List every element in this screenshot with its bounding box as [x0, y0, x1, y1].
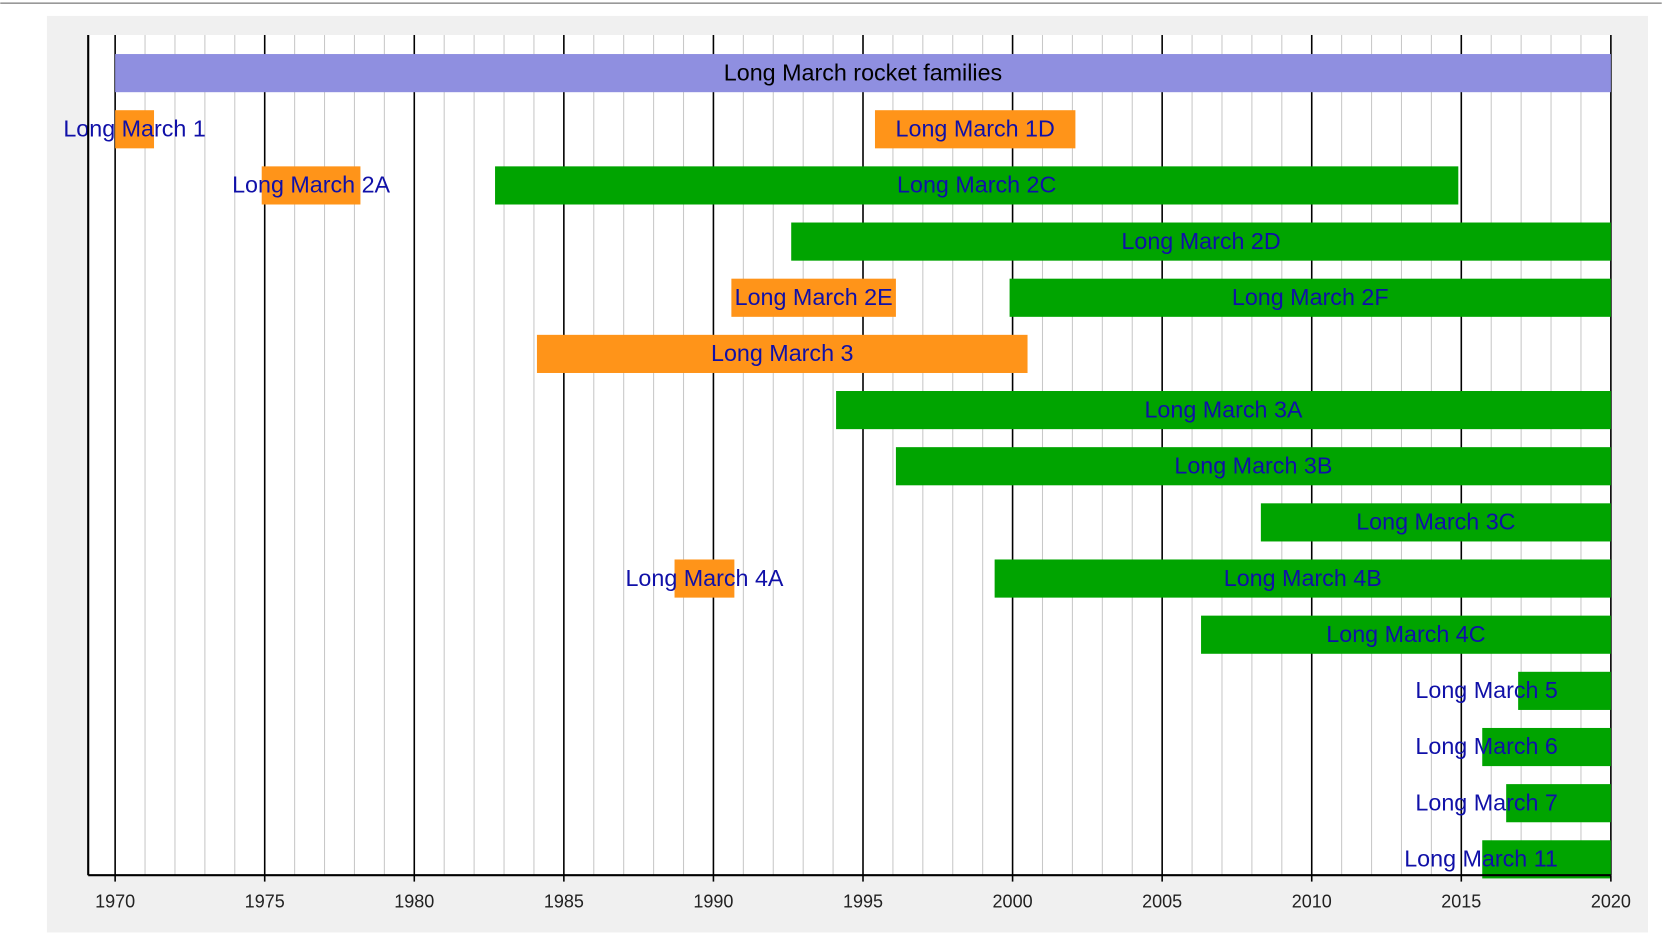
x-tick-label: 2015: [1441, 892, 1481, 912]
bar-label: Long March 11: [1404, 846, 1558, 872]
bar: [1482, 727, 1611, 767]
bars: Long March rocket families Long March 1 Lo…: [63, 54, 1611, 879]
bar: [1009, 278, 1611, 317]
x-tick-label: 1985: [544, 892, 584, 912]
bar-label: Long March 1D: [896, 115, 1055, 141]
bar-label: Long March 7: [1415, 789, 1557, 815]
bar: [536, 334, 1028, 373]
bar: [115, 54, 1611, 93]
bar: [731, 278, 896, 317]
bar-label: Long March 2F: [1232, 284, 1389, 310]
bar-label: Long March rocket families: [724, 59, 1002, 85]
bar-label: Long March 3C: [1356, 509, 1515, 535]
x-tick-label: 1995: [843, 892, 883, 912]
bar: [261, 166, 361, 205]
x-tick-label: 2000: [993, 892, 1033, 912]
bar: [1201, 615, 1611, 654]
bar: [1506, 784, 1611, 823]
bar: [674, 559, 735, 598]
bar-label: Long March 2D: [1121, 228, 1280, 254]
bar-label: Long March 3A: [1144, 396, 1302, 422]
bar: [791, 222, 1611, 261]
x-tick-label: 1970: [95, 892, 135, 912]
bar: [1518, 671, 1611, 710]
bar: [1260, 503, 1611, 542]
bar-label: Long March 5: [1415, 677, 1557, 703]
x-tick-label: 2010: [1292, 892, 1332, 912]
bar-label: Long March 2E: [735, 284, 893, 310]
x-tick-label: 2020: [1591, 892, 1631, 912]
bar: [895, 447, 1611, 486]
bar-label: Long March 4A: [625, 565, 783, 591]
bar-label: Long March 3B: [1174, 452, 1332, 478]
bar-label: Long March 4B: [1224, 565, 1382, 591]
bar-label: Long March 2A: [232, 172, 390, 198]
bar: [994, 559, 1611, 598]
bar-label: Long March 2C: [897, 172, 1056, 198]
bar: [115, 110, 155, 149]
bar: [836, 390, 1611, 430]
bar: [1482, 840, 1611, 879]
bar-label: Long March 4C: [1326, 621, 1485, 647]
x-tick-label: 1975: [245, 892, 285, 912]
bar-label: Long March 6: [1415, 733, 1557, 759]
bar-label: Long March 3: [711, 340, 853, 366]
x-tick-label: 1980: [394, 892, 434, 912]
bar: [495, 166, 1459, 205]
x-tick-label: 2005: [1142, 892, 1182, 912]
axis: 1970 1975 1980 1985 1990 1995 2000 2005 2010 2015…: [87, 34, 1631, 912]
bar-label: Long March 1: [63, 115, 205, 141]
bar: [874, 110, 1076, 149]
grid: [114, 34, 1612, 876]
x-tick-label: 1990: [693, 892, 733, 912]
